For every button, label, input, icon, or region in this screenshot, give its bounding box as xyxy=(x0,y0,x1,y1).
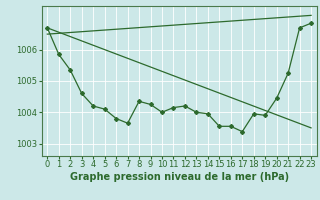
X-axis label: Graphe pression niveau de la mer (hPa): Graphe pression niveau de la mer (hPa) xyxy=(70,172,289,182)
